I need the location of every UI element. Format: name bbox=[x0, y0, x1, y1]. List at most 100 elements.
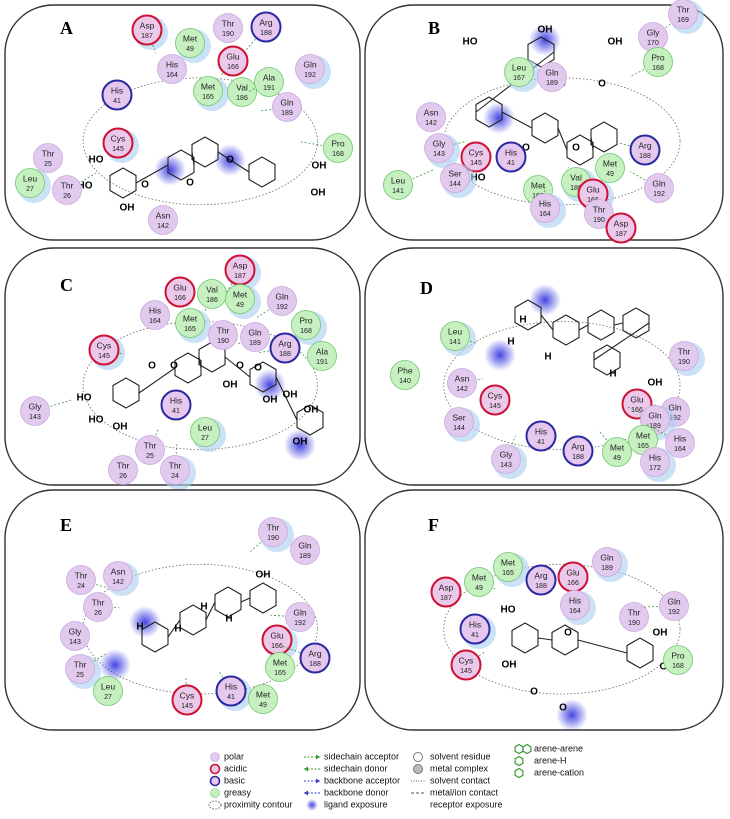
residue-number: 41 bbox=[227, 694, 235, 701]
residue-name: Cys bbox=[488, 390, 503, 400]
legend-label: ligand exposure bbox=[324, 799, 388, 809]
residue-name: Val bbox=[206, 284, 218, 294]
ligand-bond bbox=[241, 598, 250, 602]
residue-name: Met bbox=[610, 442, 625, 452]
residue-name: Gly bbox=[69, 626, 83, 636]
atom-label: O bbox=[564, 628, 572, 639]
residue-name: His bbox=[539, 198, 551, 208]
legend-label: acidic bbox=[224, 763, 248, 773]
residue-number: 26 bbox=[119, 473, 127, 480]
ligand-exposure bbox=[99, 649, 131, 681]
residue-number: 186 bbox=[236, 95, 248, 102]
residue-number: 172 bbox=[649, 465, 661, 472]
legend-label: solvent contact bbox=[430, 775, 491, 785]
residue-number: 41 bbox=[537, 439, 545, 446]
residue-number: 168 bbox=[652, 65, 664, 72]
residue-number: 166 bbox=[174, 295, 186, 302]
residue-name: Arg bbox=[308, 648, 322, 658]
residue-number: 189 bbox=[546, 80, 558, 87]
residue-name: Met bbox=[183, 33, 198, 43]
residue-name: Thr bbox=[74, 659, 87, 669]
residue-number: 164 bbox=[569, 608, 581, 615]
residue-number: 166 bbox=[631, 407, 643, 414]
residue-name: Thr bbox=[117, 460, 130, 470]
residue-number: 145 bbox=[181, 703, 193, 710]
legend-swatch bbox=[209, 801, 221, 809]
residue-name: His bbox=[111, 85, 123, 95]
residue-number: 165 bbox=[274, 670, 286, 677]
ligand-ring bbox=[175, 353, 201, 383]
residue-name: Thr bbox=[678, 346, 691, 356]
legend-label: receptor exposure bbox=[430, 799, 503, 809]
atom-label: HO bbox=[501, 605, 516, 616]
residue-name: Met bbox=[636, 430, 651, 440]
residue-name: Gln bbox=[303, 59, 317, 69]
ligand-bond bbox=[558, 128, 567, 150]
residue-name: Asp bbox=[140, 20, 155, 30]
ligand-ring bbox=[553, 315, 579, 345]
residue-name: Thr bbox=[593, 204, 606, 214]
residue-number: 190 bbox=[222, 31, 234, 38]
residue-number: 190 bbox=[267, 535, 279, 542]
residue-name: Met bbox=[233, 289, 248, 299]
residue-name: Met bbox=[603, 158, 618, 168]
residue-number: 145 bbox=[470, 160, 482, 167]
ligand-ring bbox=[250, 583, 276, 613]
residue-name: Leu bbox=[512, 62, 526, 72]
residue-name: Leu bbox=[391, 175, 405, 185]
residue-name: Gln bbox=[545, 67, 559, 77]
residue-name: Asp bbox=[614, 218, 629, 228]
residue-number: 24 bbox=[77, 583, 85, 590]
residue-name: Ser bbox=[448, 168, 461, 178]
ligand-ring bbox=[627, 638, 653, 668]
residue-name: Asn bbox=[455, 373, 470, 383]
legend-label: arene-H bbox=[534, 755, 567, 765]
atom-label: O bbox=[226, 155, 234, 166]
atom-label: H bbox=[136, 622, 143, 633]
ligand-ring bbox=[623, 308, 649, 338]
residue-number: 170 bbox=[647, 40, 659, 47]
legend-swatch bbox=[211, 777, 220, 786]
atom-label: H bbox=[544, 352, 551, 363]
atom-label: HO bbox=[463, 37, 478, 48]
residue-name: Cys bbox=[111, 133, 126, 143]
legend-swatch bbox=[523, 745, 531, 754]
legend-swatch bbox=[416, 799, 422, 811]
residue-name: Leu bbox=[101, 681, 115, 691]
atom-label: OH bbox=[502, 660, 517, 671]
ligand-exposure bbox=[129, 606, 161, 638]
residue-name: Val bbox=[570, 172, 582, 182]
legend-swatch bbox=[316, 755, 320, 760]
atom-label: OH bbox=[120, 203, 135, 214]
residue-name: Ala bbox=[316, 346, 329, 356]
legend-label: sidechain donor bbox=[324, 763, 388, 773]
legend-label: basic bbox=[224, 775, 246, 785]
residue-number: 165 bbox=[637, 443, 649, 450]
legend-swatch bbox=[211, 753, 220, 762]
residue-name: Gln bbox=[648, 410, 662, 420]
legend-label: arene-arene bbox=[534, 743, 583, 753]
residue-name: Met bbox=[531, 180, 546, 190]
legend-swatch bbox=[414, 765, 423, 774]
residue-number: 49 bbox=[259, 702, 267, 709]
residue-number: 188 bbox=[279, 351, 291, 358]
